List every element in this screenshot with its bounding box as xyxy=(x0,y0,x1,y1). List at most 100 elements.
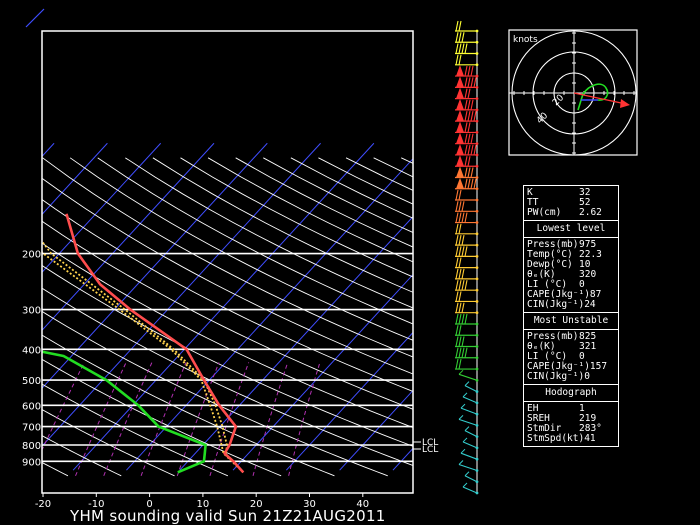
barb-feather xyxy=(458,358,462,370)
barb-feather xyxy=(455,223,459,234)
dry-adiabat-line xyxy=(42,409,175,477)
barb-shaft xyxy=(462,396,478,404)
isotherm-line xyxy=(179,215,413,471)
dry-adiabat-line xyxy=(42,310,388,477)
barb-dot xyxy=(475,97,479,101)
barb-feather xyxy=(467,99,471,110)
wind-barb xyxy=(455,302,479,315)
temperature-tick-label: -10 xyxy=(88,499,104,510)
plot-grid xyxy=(0,142,413,477)
barb-feather xyxy=(462,482,468,488)
dry-adiabat-line xyxy=(69,157,413,341)
barb-flag xyxy=(456,143,464,155)
pressure-tick-label: 500 xyxy=(22,376,41,387)
dry-adiabat-line xyxy=(42,157,413,358)
barb-feather xyxy=(464,381,470,386)
wind-barb xyxy=(455,110,479,123)
stability-indices-table: K 32 TT 52 PW(cm) 2.62 Lowest level Press(mb)… xyxy=(523,185,619,447)
barb-dot xyxy=(475,221,479,224)
wind-barb xyxy=(455,246,479,258)
index-value: 219 xyxy=(579,413,597,424)
barb-dot xyxy=(475,480,479,484)
barb-feather xyxy=(467,133,471,144)
barb-dot xyxy=(475,232,479,236)
profile-lines xyxy=(42,213,245,474)
barb-flag xyxy=(456,177,464,189)
barb-dot xyxy=(475,469,479,472)
barb-feather xyxy=(455,43,459,54)
barb-dot xyxy=(475,142,479,146)
barb-dot xyxy=(475,300,479,303)
barb-feather xyxy=(464,88,468,99)
barb-feather xyxy=(455,234,459,246)
barb-dot xyxy=(475,187,479,191)
index-row: StmSpd(kt) 41 xyxy=(527,434,615,444)
barb-feather xyxy=(467,88,471,99)
barb-feather xyxy=(464,65,468,77)
barb-feather xyxy=(470,77,474,88)
barb-feather xyxy=(464,178,468,189)
barb-dot xyxy=(475,322,479,326)
barb-shaft xyxy=(464,430,478,438)
barb-dot xyxy=(475,243,479,247)
barb-flag xyxy=(456,132,464,144)
index-value: 320 xyxy=(579,269,597,280)
barb-feather xyxy=(464,156,468,167)
index-row: StmDir 283° xyxy=(527,424,615,434)
wind-barb xyxy=(455,201,479,213)
barb-feather xyxy=(464,111,468,122)
barb-flag xyxy=(456,121,464,133)
dry-adiabat-line xyxy=(42,334,335,477)
wind-barb xyxy=(455,325,479,337)
wind-barb xyxy=(460,448,479,461)
mixing-ratio-line xyxy=(209,362,250,476)
wind-barb xyxy=(455,234,479,247)
barb-feather xyxy=(462,437,468,443)
index-row: CIN(Jkg⁻¹) 24 xyxy=(527,300,615,310)
hodograph-ring-label: 40 xyxy=(535,111,550,126)
hodograph-units-label: knots xyxy=(513,35,538,45)
barb-feather xyxy=(467,156,471,167)
index-row: SREH 219 xyxy=(527,414,615,424)
barb-dot xyxy=(475,491,479,495)
dry-adiabat-line xyxy=(42,383,229,477)
barb-feather xyxy=(455,347,459,358)
index-value: 24 xyxy=(584,299,596,310)
index-row: θₑ(K) 321 xyxy=(527,342,615,352)
barb-feather xyxy=(455,325,459,336)
barb-feather xyxy=(461,234,465,246)
barb-dot xyxy=(475,367,479,371)
barb-flag xyxy=(456,166,464,178)
barb-flag xyxy=(456,98,464,110)
index-row: CAPE(Jkg⁻¹) 157 xyxy=(527,362,615,372)
barb-shaft xyxy=(458,373,478,381)
barb-dot xyxy=(475,52,479,55)
barb-feather xyxy=(458,189,462,201)
wind-barb xyxy=(455,257,479,270)
index-value: 825 xyxy=(579,331,597,342)
barb-feather xyxy=(458,415,464,420)
barb-dot xyxy=(475,198,479,202)
wind-barb xyxy=(462,482,479,495)
index-label: StmDir xyxy=(527,423,562,434)
mixing-ratio-line xyxy=(252,362,289,476)
index-label: CIN(Jkg⁻¹) xyxy=(527,371,585,382)
wind-barb xyxy=(462,392,479,405)
index-value: 157 xyxy=(589,361,608,372)
barb-feather xyxy=(455,212,459,223)
isotherm-line xyxy=(42,142,215,331)
isotherm-line xyxy=(0,143,1,470)
barb-dot xyxy=(475,164,479,168)
barb-feather xyxy=(473,178,477,189)
barb-feather xyxy=(458,20,462,32)
barb-feather xyxy=(470,111,474,122)
barb-feather xyxy=(462,392,468,398)
index-label: Dewp(°C) xyxy=(527,259,573,270)
barb-feather xyxy=(455,189,459,201)
barb-feather xyxy=(458,280,462,291)
barb-dot xyxy=(475,254,479,258)
wind-barb xyxy=(455,280,479,292)
barb-feather xyxy=(461,302,465,313)
barb-feather xyxy=(458,336,462,347)
dry-adiabat-line xyxy=(318,157,413,205)
